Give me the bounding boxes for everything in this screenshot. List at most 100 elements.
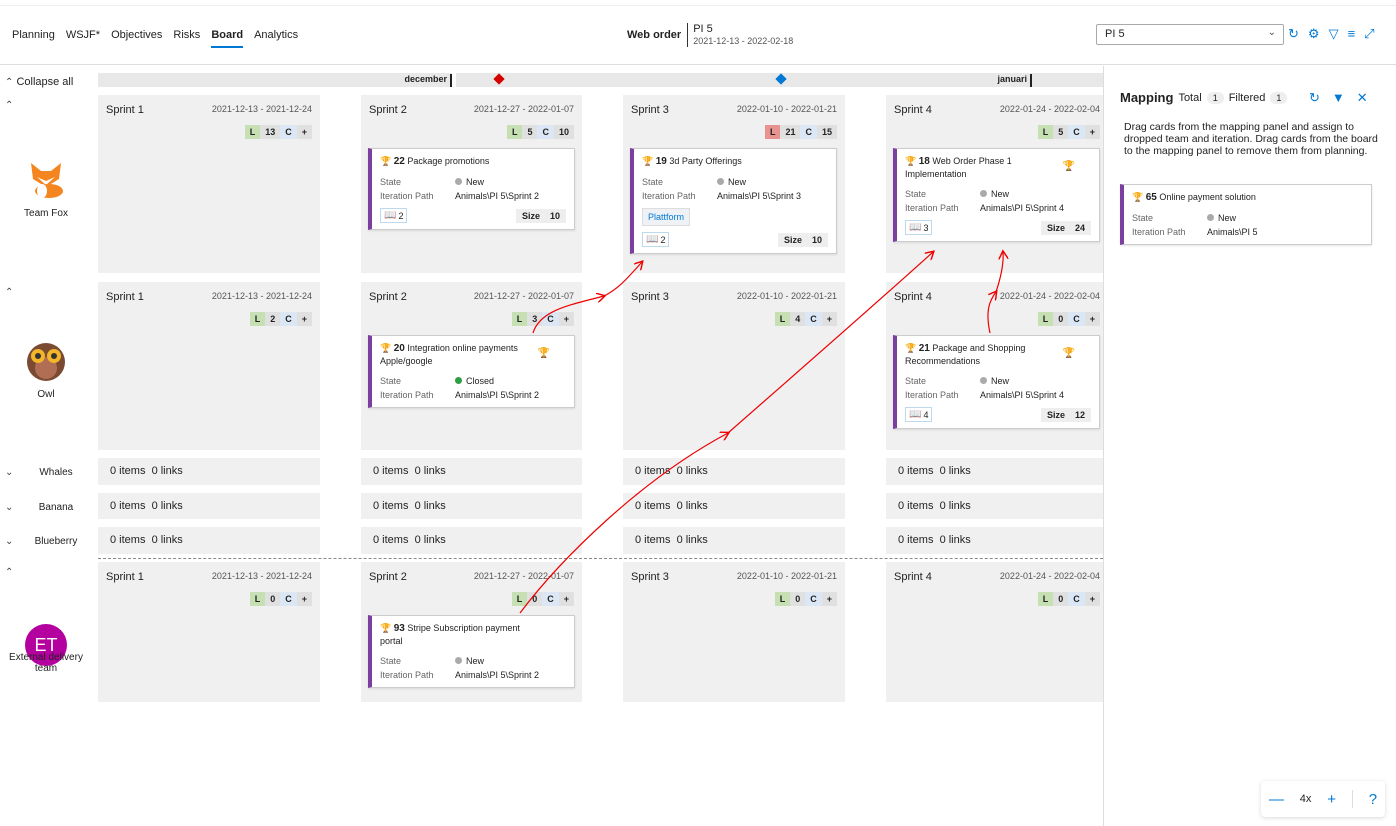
state: New — [455, 176, 484, 188]
sprint-name: Sprint 3 — [631, 571, 669, 583]
capacity-label: C — [1068, 125, 1085, 139]
collapsed-sprint-summary[interactable]: 0 items 0 links — [623, 493, 845, 519]
feature-card[interactable]: 🏆 20 Integration online payments Apple/g… — [368, 335, 575, 408]
tab-planning[interactable]: Planning — [12, 29, 55, 41]
card-title-text: Package and Shopping Recommendations — [905, 343, 1026, 366]
capacity-value[interactable]: + — [1084, 125, 1100, 139]
team-collapse-chevron-down-icon[interactable]: ⌄ — [5, 536, 14, 547]
team-collapse-chevron-up-icon[interactable]: ⌃ — [5, 100, 14, 111]
collapsed-sprint-summary[interactable]: 0 items 0 links — [623, 527, 845, 554]
milestone-diamond[interactable] — [775, 73, 787, 85]
collapsed-sprint-summary[interactable]: 0 items 0 links — [886, 493, 1103, 519]
sprint-cell[interactable]: Sprint 1 2021-12-13 - 2021-12-24 L 0 C + — [98, 562, 320, 702]
team-collapse-chevron-down-icon[interactable]: ⌄ — [5, 467, 14, 478]
card-id: 18 — [918, 156, 930, 167]
collapsed-sprint-summary[interactable]: 0 items 0 links — [98, 493, 320, 519]
collapsed-sprint-summary[interactable]: 0 items 0 links — [623, 458, 845, 485]
sprint-cell[interactable]: Sprint 4 2022-01-24 - 2022-02-04 L 5 C + 🏆 18 … — [886, 95, 1103, 273]
pi-select[interactable]: PI 5 ⌄ — [1096, 24, 1284, 45]
tab-analytics[interactable]: Analytics — [254, 29, 299, 41]
help-button[interactable]: ? — [1368, 790, 1378, 808]
fox-avatar — [25, 157, 67, 199]
load-label: L — [511, 312, 528, 326]
tab-bar: Planning WSJF* Objectives Risks Board Analyti… — [12, 29, 298, 48]
trophy-icon: 🏆 — [642, 156, 656, 166]
load-label: L — [1037, 312, 1054, 326]
capacity-value[interactable]: + — [296, 312, 312, 326]
mapping-card[interactable]: 🏆 65 Online payment solution State New It… — [1120, 184, 1372, 245]
feature-card[interactable]: 🏆 93 Stripe Subscription payment portal S… — [368, 615, 575, 688]
sprint-cell[interactable]: Sprint 4 2022-01-24 - 2022-02-04 L 0 C + 🏆 21 … — [886, 282, 1103, 450]
capacity-label: C — [1068, 592, 1085, 606]
load-label: L — [774, 312, 791, 326]
load-label: L — [1037, 125, 1054, 139]
capacity-value[interactable]: + — [821, 592, 837, 606]
path-label: Iteration Path — [380, 670, 434, 680]
book-icon: 📖 — [909, 409, 922, 420]
size-badge: Size 24 — [1040, 221, 1091, 235]
sprint-cell[interactable]: Sprint 1 2021-12-13 - 2021-12-24 L 13 C + — [98, 95, 320, 273]
collapsed-sprint-summary[interactable]: 0 items 0 links — [886, 527, 1103, 554]
feature-card[interactable]: 🏆 18 Web Order Phase 1 Implementation 🏆 St… — [893, 148, 1100, 242]
zoom-out-button[interactable]: — — [1268, 790, 1284, 808]
capacity-value[interactable]: + — [296, 125, 312, 139]
stories-badge[interactable]: 📖 2 — [380, 208, 408, 223]
capacity-value[interactable]: + — [558, 312, 574, 326]
filter-icon[interactable]: ▼ — [1331, 90, 1345, 105]
stories-badge[interactable]: 📖 2 — [642, 232, 670, 247]
sprint-dates: 2021-12-27 - 2022-01-07 — [473, 104, 574, 114]
path-value: Animals\PI 5\Sprint 2 — [455, 191, 540, 201]
feature-card[interactable]: 🏆 19 3d Party Offerings State New Iteration… — [630, 148, 837, 254]
tag[interactable]: Plattform — [642, 208, 691, 226]
feature-card[interactable]: 🏆 21 Package and Shopping Recommendation… — [893, 335, 1100, 429]
collapsed-sprint-summary[interactable]: 0 items 0 links — [361, 458, 582, 485]
collapse-all-button[interactable]: ⌃ Collapse all — [5, 76, 73, 88]
collapsed-sprint-summary[interactable]: 0 items 0 links — [98, 527, 320, 554]
load-label: L — [774, 592, 791, 606]
milestone-diamond[interactable] — [493, 73, 505, 85]
capacity-label: C — [1068, 312, 1085, 326]
stories-badge[interactable]: 📖 4 — [905, 407, 933, 422]
collapsed-sprint-summary[interactable]: 0 items 0 links — [98, 458, 320, 485]
settings-sliders-icon[interactable]: ≡ — [1347, 26, 1356, 41]
tab-wsjf[interactable]: WSJF* — [65, 29, 101, 41]
gear-icon[interactable]: ⚙ — [1307, 26, 1320, 41]
sprint-cell[interactable]: Sprint 4 2022-01-24 - 2022-02-04 L 0 C + — [886, 562, 1103, 702]
sprint-cell[interactable]: Sprint 2 2021-12-27 - 2022-01-07 L 3 C + 🏆 20 … — [361, 282, 582, 450]
capacity-value[interactable]: + — [558, 592, 574, 606]
capacity-value: 15 — [816, 125, 837, 139]
team-collapse-chevron-up-icon[interactable]: ⌃ — [5, 567, 14, 578]
sprint-cell[interactable]: Sprint 3 2022-01-10 - 2022-01-21 L 4 C + — [623, 282, 845, 450]
sprint-cell[interactable]: Sprint 1 2021-12-13 - 2021-12-24 L 2 C + — [98, 282, 320, 450]
refresh-icon[interactable]: ↻ — [1288, 26, 1299, 41]
refresh-icon[interactable]: ↻ — [1309, 90, 1320, 105]
timeline: december januari — [98, 73, 1103, 87]
collapsed-sprint-summary[interactable]: 0 items 0 links — [886, 458, 1103, 485]
sprint-dates: 2022-01-24 - 2022-02-04 — [999, 571, 1100, 581]
tab-objectives[interactable]: Objectives — [111, 29, 163, 41]
feature-card[interactable]: 🏆 22 Package promotions State New Iteration… — [368, 148, 575, 230]
team-collapse-chevron-up-icon[interactable]: ⌃ — [5, 287, 14, 298]
sprint-cell[interactable]: Sprint 2 2021-12-27 - 2022-01-07 L 5 C 10 🏆 22… — [361, 95, 582, 273]
filter-icon[interactable]: ▽ — [1328, 26, 1339, 41]
close-icon[interactable]: ✕ — [1356, 90, 1368, 105]
top-divider — [0, 5, 1396, 6]
tab-risks[interactable]: Risks — [173, 29, 201, 41]
capacity-chips: L 21 C 15 — [764, 125, 837, 139]
capacity-value[interactable]: + — [1084, 312, 1100, 326]
collapsed-sprint-summary[interactable]: 0 items 0 links — [361, 493, 582, 519]
tab-board[interactable]: Board — [211, 29, 244, 48]
team-collapse-chevron-down-icon[interactable]: ⌄ — [5, 502, 14, 513]
sprint-cell[interactable]: Sprint 2 2021-12-27 - 2022-01-07 L 0 C + 🏆 93 … — [361, 562, 582, 702]
capacity-value[interactable]: + — [1084, 592, 1100, 606]
load-label: L — [249, 312, 266, 326]
sprint-cell[interactable]: Sprint 3 2022-01-10 - 2022-01-21 L 21 C 15 🏆 1… — [623, 95, 845, 273]
sprint-cell[interactable]: Sprint 3 2022-01-10 - 2022-01-21 L 0 C + — [623, 562, 845, 702]
capacity-value[interactable]: + — [821, 312, 837, 326]
expand-icon[interactable]: ⤢ — [1364, 26, 1375, 41]
sprint-dates: 2021-12-27 - 2022-01-07 — [473, 571, 574, 581]
capacity-value[interactable]: + — [296, 592, 312, 606]
stories-badge[interactable]: 📖 3 — [905, 220, 933, 235]
collapsed-sprint-summary[interactable]: 0 items 0 links — [361, 527, 582, 554]
zoom-in-button[interactable]: + — [1327, 790, 1336, 808]
